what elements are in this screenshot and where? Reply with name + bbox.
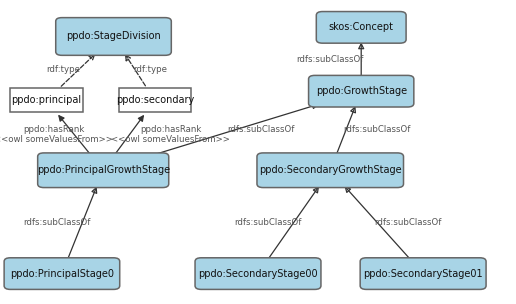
FancyBboxPatch shape [56,18,171,55]
Text: rdfs:subClassOf: rdfs:subClassOf [234,218,301,227]
Text: ppdo:SecondaryGrowthStage: ppdo:SecondaryGrowthStage [259,165,401,175]
Text: rdfs:subClassOf: rdfs:subClassOf [343,126,411,134]
Text: rdf:type: rdf:type [46,65,80,74]
Text: ppdo:PrincipalStage0: ppdo:PrincipalStage0 [10,269,114,278]
Text: ppdo:PrincipalGrowthStage: ppdo:PrincipalGrowthStage [37,165,170,175]
Text: ppdo:GrowthStage: ppdo:GrowthStage [316,86,407,96]
Text: ppdo:SecondaryStage00: ppdo:SecondaryStage00 [198,269,318,278]
Text: rdfs:subClassOf: rdfs:subClassOf [297,55,364,64]
Text: rdfs:subClassOf: rdfs:subClassOf [23,218,90,227]
Text: ppdo:principal: ppdo:principal [11,95,82,105]
Text: ppdo:hasRank
<<owl someValuesFrom>>: ppdo:hasRank <<owl someValuesFrom>> [0,125,113,144]
FancyBboxPatch shape [10,88,83,112]
Text: ppdo:hasRank
<<owl someValuesFrom>>: ppdo:hasRank <<owl someValuesFrom>> [111,125,230,144]
FancyBboxPatch shape [316,12,406,43]
Text: ppdo:secondary: ppdo:secondary [116,95,194,105]
FancyBboxPatch shape [257,153,404,188]
FancyBboxPatch shape [4,258,120,289]
Text: skos:Concept: skos:Concept [329,22,394,32]
FancyBboxPatch shape [195,258,321,289]
Text: ppdo:SecondaryStage01: ppdo:SecondaryStage01 [363,269,483,278]
Text: rdfs:subClassOf: rdfs:subClassOf [375,218,442,227]
Text: ppdo:StageDivision: ppdo:StageDivision [66,32,161,41]
FancyBboxPatch shape [360,258,486,289]
FancyBboxPatch shape [309,75,414,107]
FancyBboxPatch shape [119,88,191,112]
Text: rdfs:subClassOf: rdfs:subClassOf [227,126,294,134]
Text: rdf:type: rdf:type [134,65,168,74]
FancyBboxPatch shape [38,153,169,188]
